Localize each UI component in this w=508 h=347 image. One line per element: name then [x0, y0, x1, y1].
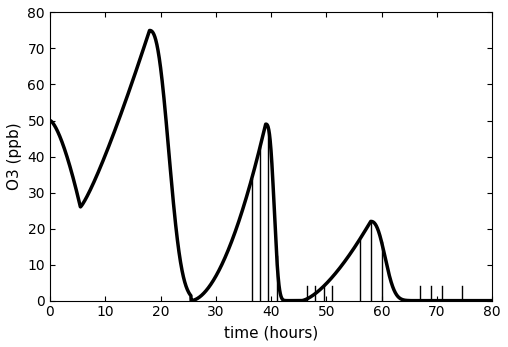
X-axis label: time (hours): time (hours) — [224, 325, 318, 340]
Y-axis label: O3 (ppb): O3 (ppb) — [7, 123, 22, 191]
